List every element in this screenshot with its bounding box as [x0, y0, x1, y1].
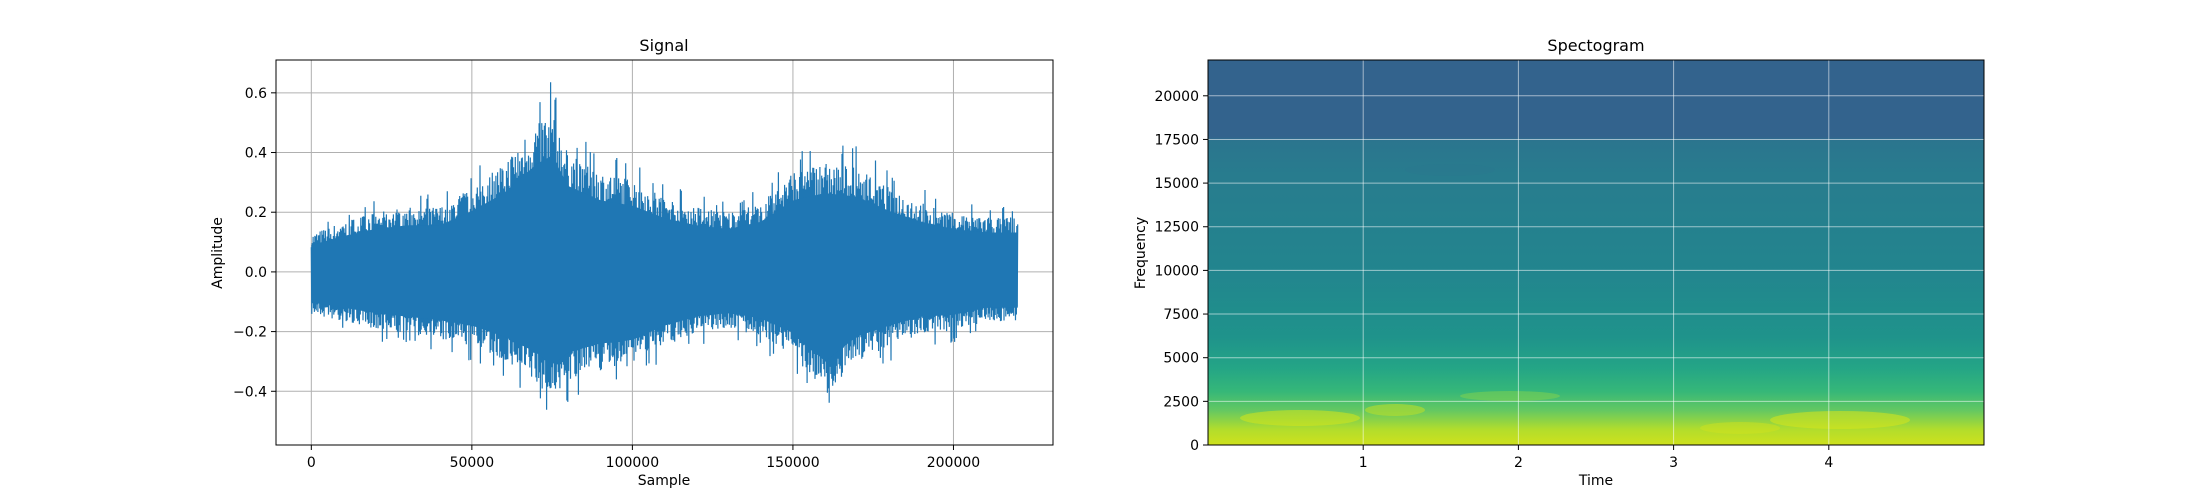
y-tick-label: 0.0	[245, 265, 267, 281]
x-tick-label: 0	[307, 455, 316, 471]
y-tick-label: 2500	[1163, 394, 1199, 410]
x-tick-label: 4	[1824, 455, 1833, 471]
y-tick-label: 15000	[1154, 176, 1199, 192]
y-tick-label: 0.2	[245, 205, 267, 221]
x-tick-label: 100000	[606, 455, 659, 471]
y-tick-label: 20000	[1154, 89, 1199, 105]
signal-plot: Signal 0 50000 100000 150000 200000−0.4−0.20…	[210, 36, 1054, 489]
y-tick-label: 7500	[1163, 307, 1199, 323]
signal-ylabel: Amplitude	[210, 217, 226, 289]
y-tick-label: 5000	[1163, 351, 1199, 367]
x-tick-label: 200000	[927, 455, 980, 471]
signal-waveform	[310, 82, 1019, 410]
y-tick-label: 12500	[1154, 220, 1199, 236]
x-tick-label: 1	[1359, 455, 1368, 471]
y-tick-label: 10000	[1154, 263, 1199, 279]
signal-xlabel: Sample	[638, 473, 691, 489]
y-tick-label: 0	[1190, 438, 1199, 454]
signal-core-band	[311, 155, 1018, 365]
x-tick-label: 3	[1669, 455, 1678, 471]
signal-ticks: 0 50000 100000 150000 200000 −0.4 −0.2 0.0 0.2 0.…	[233, 86, 980, 471]
spectrogram-energy-patches	[1240, 164, 1910, 434]
spectrogram-xlabel: Time	[1578, 473, 1613, 489]
y-tick-label: −0.2	[233, 325, 267, 341]
y-tick-label: 0.6	[245, 86, 267, 102]
spectrogram-image	[1208, 60, 1984, 445]
spectrogram-grid	[1208, 60, 1984, 446]
signal-axes-frame	[275, 59, 1054, 446]
spectrogram-ylabel: Frequency	[1133, 217, 1149, 289]
spectrogram-ticks: 1 2 3 4 0 2500 5000 7500 10000 12500 15000 17500 200…	[1154, 89, 1833, 471]
y-tick-label: −0.4	[233, 384, 267, 400]
x-tick-label: 50000	[450, 455, 495, 471]
y-tick-label: 0.4	[245, 146, 267, 162]
spectrogram-plot: Spectogram 1 2 3 4 0 2500 5000 7500 10000 12500 15…	[1133, 36, 1985, 489]
spectrogram-axes-frame	[1207, 59, 1985, 446]
y-tick-label: 17500	[1154, 132, 1199, 148]
x-tick-label: 2	[1514, 455, 1523, 471]
signal-title: Signal	[639, 36, 688, 55]
x-tick-label: 150000	[766, 455, 819, 471]
spectrogram-title: Spectogram	[1547, 36, 1644, 55]
